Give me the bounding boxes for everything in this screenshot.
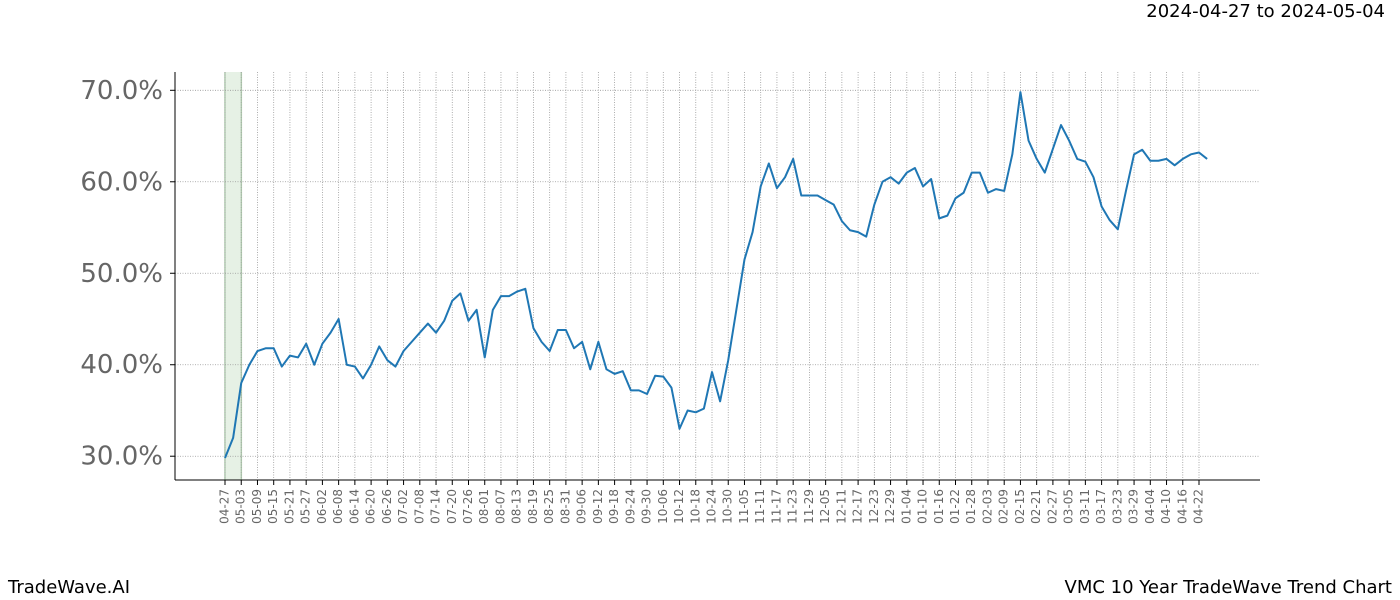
x-tick-label: 02-15	[1013, 489, 1027, 524]
x-tick-label: 09-30	[640, 489, 654, 524]
y-tick-label: 60.0%	[80, 167, 163, 197]
x-tick-label: 04-22	[1192, 489, 1206, 524]
x-tick-label: 06-20	[364, 489, 378, 524]
x-tick-label: 12-05	[818, 489, 832, 524]
x-tick-label: 09-24	[623, 489, 637, 524]
y-tick-label: 70.0%	[80, 76, 163, 106]
x-tick-label: 03-11	[1078, 489, 1092, 524]
x-tick-label: 08-25	[542, 489, 556, 524]
x-tick-label: 01-28	[964, 489, 978, 524]
x-tick-label: 10-30	[721, 489, 735, 524]
x-tick-label: 03-29	[1127, 489, 1141, 524]
x-tick-label: 02-21	[1029, 489, 1043, 524]
x-tick-label: 04-04	[1143, 489, 1157, 524]
x-tick-label: 10-12	[672, 489, 686, 524]
x-tick-label: 08-01	[477, 489, 491, 524]
y-tick-label: 40.0%	[80, 350, 163, 380]
x-tick-label: 04-27	[218, 489, 232, 524]
x-tick-label: 05-27	[299, 489, 313, 524]
x-tick-label: 06-08	[331, 489, 345, 524]
x-tick-label: 02-09	[997, 489, 1011, 524]
x-tick-label: 06-26	[380, 489, 394, 524]
x-tick-label: 04-10	[1159, 489, 1173, 524]
x-tick-label: 03-17	[1094, 489, 1108, 524]
x-tick-label: 08-19	[526, 489, 540, 524]
x-tick-label: 06-14	[347, 489, 361, 524]
x-tick-label: 01-04	[899, 489, 913, 524]
brand: TradeWave.AI	[7, 577, 130, 598]
x-tick-label: 01-16	[932, 489, 946, 524]
highlight-span	[224, 72, 243, 480]
y-tick-label: 30.0%	[80, 442, 163, 472]
x-tick-label: 08-07	[493, 489, 507, 524]
x-tick-label: 10-06	[656, 489, 670, 524]
x-tick-label: 09-18	[607, 489, 621, 524]
x-tick-label: 11-05	[737, 489, 751, 524]
x-tick-label: 04-16	[1175, 489, 1189, 524]
x-tick-label: 12-29	[883, 489, 897, 524]
x-tick-label: 10-18	[688, 489, 702, 524]
x-tick-label: 02-27	[1045, 489, 1059, 524]
x-tick-label: 09-12	[591, 489, 605, 524]
x-tick-label: 11-11	[753, 489, 767, 524]
x-tick-label: 07-20	[445, 489, 459, 524]
x-tick-label: 08-31	[558, 489, 572, 524]
x-tick-label: 11-23	[786, 489, 800, 524]
x-tick-label: 12-11	[834, 489, 848, 524]
x-tick-label: 07-02	[396, 489, 410, 524]
x-tick-label: 03-23	[1110, 489, 1124, 524]
x-tick-label: 05-09	[250, 489, 264, 524]
x-tick-label: 06-02	[315, 489, 329, 524]
x-tick-label: 05-03	[234, 489, 248, 524]
date-range: 2024-04-27 to 2024-05-04	[1146, 1, 1385, 22]
y-tick-label: 50.0%	[80, 259, 163, 289]
x-tick-label: 03-05	[1062, 489, 1076, 524]
x-tick-label: 01-10	[916, 489, 930, 524]
x-tick-label: 07-14	[429, 489, 443, 524]
x-tick-label: 11-17	[769, 489, 783, 524]
trend-line	[224, 91, 1208, 459]
x-tick-label: 05-21	[282, 489, 296, 524]
x-tick-label: 09-06	[575, 489, 589, 524]
chart-name: VMC 10 Year TradeWave Trend Chart	[1065, 577, 1392, 598]
x-tick-label: 10-24	[705, 489, 719, 524]
x-tick-label: 07-26	[461, 489, 475, 524]
x-tick-label: 05-15	[266, 489, 280, 524]
x-tick-label: 12-17	[851, 489, 865, 524]
x-tick-label: 01-22	[948, 489, 962, 524]
x-tick-label: 02-03	[980, 489, 994, 524]
x-tick-label: 11-29	[802, 489, 816, 524]
x-tick-label: 08-13	[510, 489, 524, 524]
x-tick-label: 12-23	[867, 489, 881, 524]
x-tick-label: 07-08	[412, 489, 426, 524]
